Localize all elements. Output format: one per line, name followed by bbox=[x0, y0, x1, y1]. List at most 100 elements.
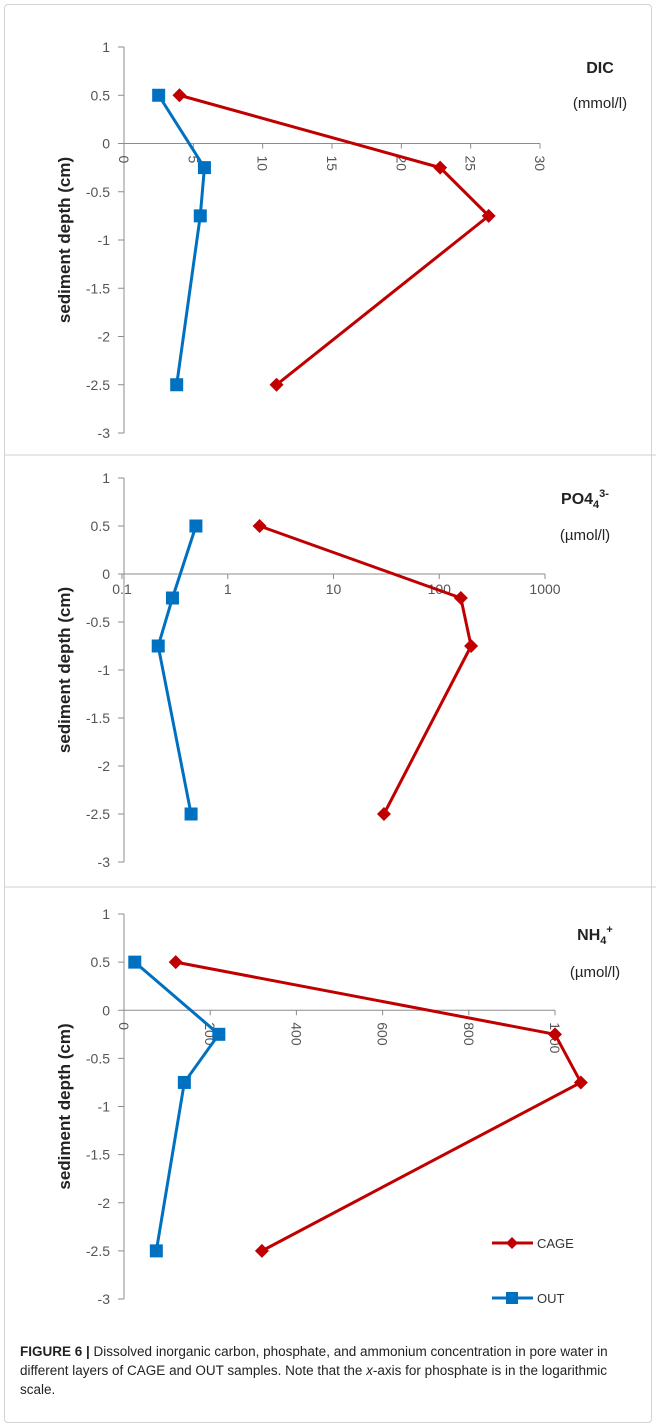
data-point bbox=[184, 807, 198, 821]
y-tick-label: -2 bbox=[98, 1195, 111, 1211]
series-line bbox=[157, 94, 206, 385]
y-axis-title: sediment depth (cm) bbox=[55, 1023, 74, 1189]
y-tick-label: -0.5 bbox=[86, 614, 110, 630]
data-point bbox=[481, 208, 496, 223]
x-tick-label: 25 bbox=[463, 156, 479, 172]
y-tick-label: -3 bbox=[98, 1291, 111, 1307]
x-tick-label: 400 bbox=[288, 1022, 304, 1046]
x-tick-label: 0 bbox=[116, 1022, 132, 1030]
y-tick-label: -2 bbox=[98, 758, 111, 774]
series-cage bbox=[252, 519, 479, 821]
data-point bbox=[269, 377, 284, 392]
data-point bbox=[254, 1243, 269, 1258]
y-tick-label: 1 bbox=[102, 39, 110, 55]
data-point bbox=[151, 639, 165, 653]
y-tick-label: -0.5 bbox=[86, 184, 110, 200]
caption-text-after: -axis for phosphate is in the logarithmi… bbox=[20, 1363, 608, 1397]
data-point bbox=[548, 1027, 562, 1042]
y-tick-label: -2.5 bbox=[86, 806, 110, 822]
data-point bbox=[177, 1075, 191, 1089]
y-tick-label: -2.5 bbox=[86, 1243, 110, 1259]
figure-caption: FIGURE 6 | Dissolved inorganic carbon, p… bbox=[20, 1342, 640, 1399]
caption-italic: x bbox=[366, 1363, 373, 1378]
legend-label: OUT bbox=[537, 1291, 565, 1306]
x-tick-label: 10 bbox=[255, 156, 271, 172]
y-tick-label: -1 bbox=[98, 1099, 111, 1115]
y-axis-title: sediment depth (cm) bbox=[55, 587, 74, 753]
y-tick-label: 0.5 bbox=[91, 954, 111, 970]
y-tick-label: 0 bbox=[102, 566, 110, 582]
y-tick-label: -0.5 bbox=[86, 1050, 110, 1066]
y-tick-label: -1 bbox=[98, 232, 111, 248]
figure-frame bbox=[4, 4, 652, 1423]
data-point bbox=[128, 955, 142, 969]
y-tick-label: -3 bbox=[98, 425, 111, 441]
x-tick-label: 0.1 bbox=[112, 581, 132, 597]
series-line bbox=[179, 93, 491, 386]
series-line bbox=[156, 525, 198, 815]
y-tick-label: -1 bbox=[98, 662, 111, 678]
data-point bbox=[165, 591, 179, 605]
x-tick-label: 1000 bbox=[529, 581, 560, 597]
y-tick-label: -2.5 bbox=[86, 377, 110, 393]
y-tick-label: 0 bbox=[102, 136, 110, 152]
legend: CAGE OUT bbox=[492, 1236, 574, 1306]
x-tick-label: 15 bbox=[324, 156, 340, 172]
data-point bbox=[189, 519, 203, 533]
x-tick-label: 5 bbox=[185, 156, 201, 164]
legend-marker bbox=[506, 1237, 518, 1249]
chart-panel-1: 10.50-0.5-1-1.5-2-2.5-30 5 10 15 20 25 30sedim… bbox=[55, 39, 627, 441]
data-point bbox=[376, 807, 391, 821]
y-axis-title: sediment depth (cm) bbox=[55, 157, 74, 323]
data-point bbox=[168, 955, 183, 970]
data-point bbox=[433, 160, 448, 175]
series-line bbox=[133, 960, 221, 1252]
x-tick-label: 600 bbox=[375, 1022, 391, 1046]
panel-title: DIC bbox=[586, 60, 614, 77]
y-tick-label: -1.5 bbox=[86, 280, 110, 296]
panel-title: PO443- bbox=[561, 488, 609, 511]
panel-unit: (µmol/l) bbox=[570, 964, 620, 981]
series-out bbox=[151, 519, 203, 821]
caption-text-before: Dissolved inorganic carbon, phosphate, a… bbox=[20, 1344, 608, 1378]
panel-unit: (mmol/l) bbox=[573, 95, 627, 112]
data-point bbox=[464, 639, 479, 653]
data-point bbox=[453, 591, 468, 605]
data-point bbox=[172, 88, 187, 103]
series-out bbox=[152, 88, 211, 392]
y-tick-label: 0.5 bbox=[91, 87, 111, 103]
data-point bbox=[197, 161, 211, 175]
y-tick-label: -2 bbox=[98, 329, 111, 345]
data-point bbox=[170, 378, 184, 392]
y-tick-label: -1.5 bbox=[86, 710, 110, 726]
x-tick-label: 10 bbox=[326, 581, 342, 597]
y-tick-label: 0.5 bbox=[91, 518, 111, 534]
panel-title: NH4+ bbox=[577, 924, 613, 947]
caption-label: FIGURE 6 | bbox=[20, 1344, 90, 1359]
legend-marker bbox=[506, 1292, 518, 1304]
panel-unit: (µmol/l) bbox=[560, 527, 610, 544]
y-tick-label: 0 bbox=[102, 1002, 110, 1018]
series-cage bbox=[168, 955, 588, 1258]
series-out bbox=[128, 955, 226, 1258]
x-tick-label: 0 bbox=[116, 156, 132, 164]
data-point bbox=[193, 209, 207, 223]
series-cage bbox=[172, 88, 496, 392]
x-tick-label: 1 bbox=[224, 581, 232, 597]
x-tick-label: 30 bbox=[532, 156, 548, 172]
data-point bbox=[212, 1027, 226, 1041]
chart-panel-3: 10.50-0.5-1-1.5-2-2.5-302004006008001000… bbox=[55, 906, 620, 1307]
y-tick-label: 1 bbox=[102, 906, 110, 922]
legend-label: CAGE bbox=[537, 1236, 574, 1251]
x-tick-label: 800 bbox=[461, 1022, 477, 1046]
data-point bbox=[152, 88, 166, 102]
data-point bbox=[252, 519, 267, 533]
y-tick-label: -3 bbox=[98, 854, 111, 870]
series-line bbox=[259, 524, 473, 815]
data-point bbox=[573, 1075, 588, 1090]
chart-panel-2: 10.50-0.5-1-1.5-2-2.5-30.1 1 10 100 1000sedi… bbox=[55, 470, 610, 870]
series-line bbox=[175, 960, 583, 1253]
data-point bbox=[149, 1244, 163, 1258]
y-tick-label: -1.5 bbox=[86, 1147, 110, 1163]
